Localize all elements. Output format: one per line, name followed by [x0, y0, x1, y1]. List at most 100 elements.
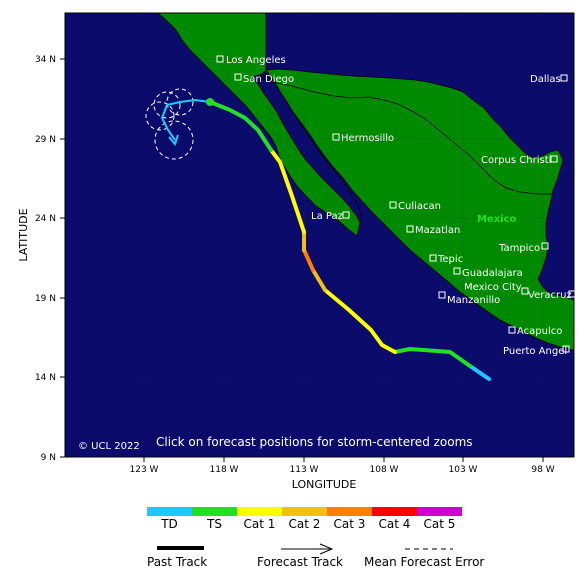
- city-label: La Paz: [311, 211, 343, 222]
- lon-tick-label: 108 W: [370, 465, 399, 475]
- past-track-segment: [323, 288, 397, 354]
- country-label-mexico: Mexico: [477, 214, 517, 225]
- city-tepic: Tepic: [429, 254, 463, 265]
- forecast-arrowhead-icon: [168, 134, 179, 146]
- legend-color-swatch: [372, 507, 417, 516]
- forecast-track-label: Forecast Track: [257, 555, 343, 569]
- legend-color-swatch: [237, 507, 282, 516]
- city-veracruz: Veracruz: [528, 290, 576, 301]
- city-label: San Diego: [243, 74, 294, 85]
- past-track-segment: [393, 347, 472, 368]
- copyright-text: © UCL 2022: [78, 441, 140, 452]
- city-marker-icon: [562, 345, 570, 353]
- city-los-angeles: Los Angeles: [216, 55, 286, 66]
- lat-tick-label: 19 N: [35, 294, 56, 304]
- city-marker-icon: [541, 242, 549, 250]
- legend-category-label: Cat 2: [289, 517, 321, 531]
- storm-track-layer: [208, 100, 491, 381]
- city-marker-icon: [342, 211, 350, 219]
- city-mexico-city: Mexico City: [464, 282, 529, 295]
- legend: TD TS Cat 1 Cat 2 Cat 3 Cat 4 Cat 5: [147, 507, 462, 531]
- past-track-segment: [208, 100, 273, 152]
- error-circle-4[interactable]: [154, 120, 194, 160]
- us-mexico-border: [255, 75, 552, 195]
- lon-tick-label: 123 W: [130, 465, 159, 475]
- city-marker-icon: [234, 73, 242, 81]
- city-label: Tepic: [437, 254, 463, 265]
- city-label: Mexico City: [464, 282, 522, 293]
- legend-category-label: Cat 3: [334, 517, 366, 531]
- forecast-track-layer: [160, 98, 214, 146]
- city-marker-icon: [332, 133, 340, 141]
- lon-tick-label: 113 W: [290, 465, 319, 475]
- legend-track-types: Past Track Forecast Track Mean Forecast …: [147, 543, 484, 569]
- city-acapulco: Acapulco: [508, 326, 562, 337]
- city-label: Corpus Christi: [481, 155, 551, 166]
- city-san-diego: San Diego: [234, 73, 294, 85]
- city-puerto-angel: Puerto Angel: [503, 345, 570, 357]
- city-label: Manzanillo: [447, 295, 500, 306]
- city-label: Hermosillo: [341, 133, 394, 144]
- city-label: Guadalajara: [462, 268, 523, 279]
- city-marker-icon: [406, 225, 414, 233]
- past-track-segment: [269, 148, 306, 234]
- lat-tick-label: 29 N: [35, 135, 56, 145]
- city-mazatlan: Mazatlan: [406, 225, 460, 236]
- error-circle-1[interactable]: [153, 91, 181, 119]
- past-track-segment: [311, 268, 327, 292]
- city-marker-icon: [568, 290, 576, 298]
- city-label: Dallas: [530, 74, 561, 85]
- city-guadalajara: Guadalajara: [453, 267, 523, 279]
- city-label: Culiacan: [398, 201, 441, 212]
- past-track-segment: [468, 364, 491, 381]
- city-marker-icon: [521, 287, 529, 295]
- city-marker-icon: [389, 201, 397, 209]
- error-circle-2[interactable]: [166, 88, 194, 116]
- past-track-segment: [302, 248, 315, 272]
- mean-error-label: Mean Forecast Error: [364, 555, 484, 569]
- legend-color-swatch: [282, 507, 327, 516]
- city-dallas: Dallas: [530, 74, 568, 85]
- map-axes: 34 N 29 N 24 N 19 N 14 N 9 N 123 W 118 W…: [17, 55, 555, 491]
- legend-color-swatch: [147, 507, 192, 516]
- lat-ticks: 34 N 29 N 24 N 19 N 14 N 9 N: [35, 55, 65, 463]
- city-label: Acapulco: [517, 326, 562, 337]
- city-marker-icon: [550, 155, 558, 163]
- legend-color-swatch: [417, 507, 462, 516]
- legend-category-label: Cat 5: [424, 517, 456, 531]
- city-tampico: Tampico: [498, 242, 549, 254]
- city-label: Veracruz: [528, 290, 572, 301]
- city-corpus-christi: Corpus Christi: [481, 155, 558, 166]
- forecast-arrow-icon: [319, 543, 334, 555]
- city-marker-icon: [453, 267, 461, 275]
- past-track-label: Past Track: [147, 555, 207, 569]
- city-marker-icon: [438, 291, 446, 299]
- current-position-marker[interactable]: [206, 98, 214, 106]
- y-axis-label: LATITUDE: [17, 208, 30, 261]
- lat-tick-label: 14 N: [35, 373, 56, 383]
- error-circle-3[interactable]: [145, 101, 175, 131]
- legend-category-label: TS: [206, 517, 222, 531]
- city-label: Los Angeles: [226, 55, 286, 66]
- city-hermosillo: Hermosillo: [332, 133, 394, 144]
- city-culiacan: Culiacan: [389, 201, 441, 212]
- legend-category-label: Cat 1: [244, 517, 276, 531]
- city-marker-icon: [216, 55, 224, 63]
- lon-tick-label: 118 W: [210, 465, 239, 475]
- legend-color-swatch: [327, 507, 372, 516]
- lat-tick-label: 9 N: [41, 453, 56, 463]
- city-label: Puerto Angel: [503, 346, 567, 357]
- instruction-text: Click on forecast positions for storm-ce…: [156, 435, 473, 449]
- lon-ticks: 123 W 118 W 113 W 108 W 103 W 98 W: [130, 457, 555, 475]
- legend-color-swatch: [192, 507, 237, 516]
- city-layer: Los Angeles San Diego Dallas Hermosillo …: [216, 55, 576, 357]
- city-label: Tampico: [498, 243, 540, 254]
- gulf-of-california: [257, 73, 363, 223]
- lon-tick-label: 98 W: [531, 465, 554, 475]
- city-la-paz: La Paz: [311, 211, 350, 222]
- forecast-error-circles: [145, 88, 194, 160]
- map-frame: [64, 12, 575, 458]
- lat-tick-label: 34 N: [35, 55, 56, 65]
